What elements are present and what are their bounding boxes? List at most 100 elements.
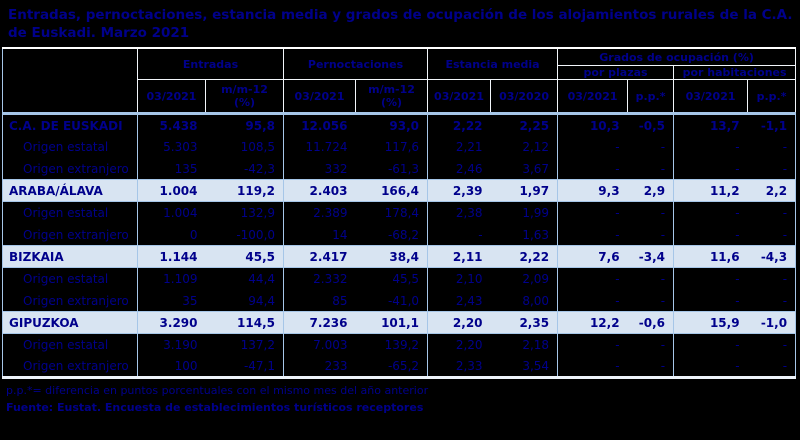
col-header: m/m-12 (%) (355, 79, 429, 115)
cell: - (627, 355, 675, 380)
cell: -68,2 (355, 223, 429, 246)
cell: 2.332 (283, 267, 356, 290)
table-row: Origen extranjero 35 94,4 85 -41,0 2,43 8,00- -… (2, 289, 797, 312)
col-header: 03/2020 (490, 79, 559, 115)
cell: - (673, 289, 748, 312)
cell: 178,4 (355, 201, 429, 224)
table-row: Origen extranjero 135 -42,3 332 -61,3 2,46 3,6… (2, 157, 797, 180)
cell: 45,5 (205, 245, 285, 269)
row-label: Origen extranjero (2, 355, 138, 380)
cell: -65,2 (355, 355, 429, 380)
cell: 11,2 (673, 179, 748, 203)
cell: 2,20 (427, 333, 491, 356)
cell: 2,38 (427, 201, 491, 224)
cell: - (673, 333, 748, 356)
cell: - (627, 333, 675, 356)
cell: 7,6 (557, 245, 628, 269)
cell: 1.004 (137, 179, 206, 203)
page-title: Entradas, pernoctaciones, estancia media… (8, 7, 793, 42)
cell: -100,0 (205, 223, 285, 246)
cell: - (673, 223, 748, 246)
col-group-estancia-media: Estancia media (427, 47, 559, 81)
cell: -47,1 (205, 355, 285, 380)
subgroup-por-plazas: por plazas (557, 65, 675, 81)
cell: -61,3 (355, 157, 429, 180)
cell: 93,0 (355, 113, 429, 136)
cell: -41,0 (355, 289, 429, 312)
row-label: Origen extranjero (2, 157, 138, 180)
cell: - (627, 267, 675, 290)
table-row: BIZKAIA 1.144 45,5 2.417 38,4 2,11 2,22 7,6 -3,4… (2, 245, 797, 269)
cell: 7.003 (283, 333, 356, 356)
cell: 35 (137, 289, 206, 312)
cell: 2,18 (490, 333, 559, 356)
cell: 3.190 (137, 333, 206, 356)
cell: 9,3 (557, 179, 628, 203)
cell: 2,2 (747, 179, 797, 203)
cell: 95,8 (205, 113, 285, 136)
cell: 2,22 (490, 245, 559, 269)
cell: - (557, 157, 628, 180)
source-note: Fuente: Eustat. Encuesta de establecimie… (6, 400, 424, 414)
col-header: m/m-12 (%) (204, 79, 285, 115)
row-label: C.A. DE EUSKADI (2, 113, 138, 136)
cell: 166,4 (355, 179, 429, 203)
row-label: Origen estatal (2, 135, 138, 158)
cell: - (557, 333, 628, 356)
cell: 38,4 (355, 245, 429, 269)
cell: 332 (283, 157, 356, 180)
cell: 1,99 (490, 201, 559, 224)
stats-table: Entradas Pernoctaciones Estancia media G… (2, 47, 797, 380)
cell: -0,5 (627, 113, 675, 136)
cell: 132,9 (205, 201, 285, 224)
table-row: Origen estatal 1.109 44,4 2.332 45,5 2,10 2,09… (2, 267, 797, 290)
cell: 137,2 (205, 333, 285, 356)
cell: 2,12 (490, 135, 559, 158)
row-label: Origen estatal (2, 201, 138, 224)
cell: - (673, 157, 748, 180)
cell: - (627, 223, 675, 246)
cell: -4,3 (747, 245, 797, 269)
col-header: p.p.* (747, 79, 797, 115)
cell: 1,63 (490, 223, 559, 246)
table-row: Origen estatal 3.190 137,2 7.003 139,2 2,20 2,… (2, 333, 797, 356)
cell: - (627, 157, 675, 180)
cell: - (747, 157, 797, 180)
row-label: Origen extranjero (2, 223, 138, 246)
cell: 13,7 (673, 113, 748, 136)
cell: 45,5 (355, 267, 429, 290)
row-label: BIZKAIA (2, 245, 138, 269)
cell: 3,67 (490, 157, 559, 180)
cell: -0,6 (627, 311, 675, 335)
cell: - (747, 267, 797, 290)
footnote-pp: p.p.*= diferencia en puntos porcentuales… (6, 384, 429, 398)
cell: 135 (137, 157, 206, 180)
cell: 119,2 (205, 179, 285, 203)
col-header: 03/2021 (673, 79, 749, 115)
cell: 101,1 (355, 311, 429, 335)
cell: -42,3 (205, 157, 285, 180)
cell: - (427, 223, 491, 246)
cell: - (627, 201, 675, 224)
cell: - (747, 135, 797, 158)
cell: - (557, 289, 628, 312)
cell: - (673, 355, 748, 380)
cell: 7.236 (283, 311, 356, 335)
cell: - (673, 135, 748, 158)
cell: 2,11 (427, 245, 491, 269)
table-row: Origen extranjero 100 -47,1 233 -65,2 2,33 3,5… (2, 355, 797, 380)
table-row: Origen estatal 1.004 132,9 2.389 178,4 2,38 1,… (2, 201, 797, 224)
subgroup-por-habitaciones: por habitaciones (673, 65, 797, 81)
cell: - (557, 135, 628, 158)
cell: - (627, 135, 675, 158)
cell: 1.004 (137, 201, 206, 224)
col-header: 03/2021 (283, 79, 357, 115)
row-label: Origen estatal (2, 333, 138, 356)
col-group-pernoctaciones: Pernoctaciones (283, 47, 429, 81)
footer-notes: p.p.*= diferencia en puntos porcentuales… (0, 379, 800, 416)
table-row: Origen extranjero 0 -100,0 14 -68,2-1,63- - - - (2, 223, 797, 246)
cell: 139,2 (355, 333, 429, 356)
col-group-entradas: Entradas (136, 47, 285, 81)
row-label: GIPUZKOA (2, 311, 138, 335)
cell: - (557, 355, 628, 380)
